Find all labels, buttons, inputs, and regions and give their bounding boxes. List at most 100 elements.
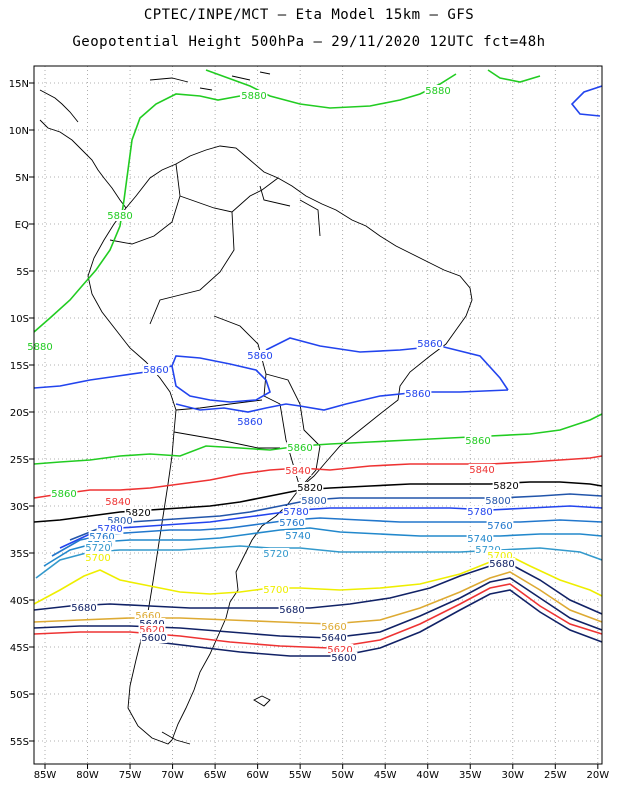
contour-label-bg [424, 85, 452, 96]
contour-label: 5840 [285, 466, 310, 477]
contour-label: 5620 [327, 645, 352, 656]
lon-tick-label: 50W [331, 770, 354, 781]
contour-label: 5800 [301, 496, 326, 507]
lon-tick-label: 65W [204, 770, 227, 781]
title-line-2: Geopotential Height 500hPa – 29/11/2020 … [72, 34, 546, 50]
contour-label: 5800 [485, 496, 510, 507]
contour-5620 [33, 583, 603, 649]
coastline-segment [299, 199, 321, 237]
lat-tick-label: 10N [9, 126, 29, 137]
contour-label-bg [330, 652, 358, 663]
contour-label: 5600 [141, 633, 166, 644]
contour-label-bg [486, 520, 514, 531]
contour-label-bg [138, 618, 166, 629]
contour-label: 5860 [287, 443, 312, 454]
contour-label-bg [284, 465, 312, 476]
lon-tick-label: 30W [501, 770, 524, 781]
contour-label: 5680 [489, 559, 514, 570]
contour-label-bg [142, 364, 170, 375]
lon-tick-label: 85W [34, 770, 57, 781]
coastline-segment [161, 731, 191, 745]
lat-tick-label: 5S [16, 267, 29, 278]
contour-5700 [33, 555, 603, 605]
title-line-1: CPTEC/INPE/MCT – Eta Model 15km – GFS [143, 7, 475, 23]
lon-tick-label: 70W [161, 770, 184, 781]
lon-tick-label: 20W [587, 770, 610, 781]
contour-label: 5600 [331, 653, 356, 664]
contour-label: 5680 [71, 603, 96, 614]
contour-label-bg [88, 531, 116, 542]
map-frame [33, 65, 603, 765]
coastlines-and-borders [39, 71, 473, 745]
height-contours [33, 69, 603, 657]
contour-label-bg [296, 482, 324, 493]
contour-label: 5860 [237, 417, 262, 428]
lat-tick-label: 25S [10, 455, 29, 466]
lat-tick-label: 10S [10, 314, 29, 325]
contour-label: 5740 [285, 531, 310, 542]
contour-5880 [487, 69, 541, 83]
contour-label-bg [286, 442, 314, 453]
contour-label: 5760 [279, 518, 304, 529]
coastline-segment [87, 207, 177, 745]
contour-5600 [139, 589, 603, 657]
contour-label-bg [486, 550, 514, 561]
contour-label-bg [466, 533, 494, 544]
lon-tick-label: 25W [544, 770, 567, 781]
lat-lon-grid [34, 66, 602, 764]
lon-tick-label: 45W [374, 770, 397, 781]
contour-label-bg [484, 495, 512, 506]
contour-label: 5620 [139, 625, 164, 636]
lat-tick-label: 40S [10, 596, 29, 607]
contour-label: 5800 [107, 516, 132, 527]
contour-label: 5700 [85, 553, 110, 564]
contour-label-bg [464, 435, 492, 446]
lat-tick-label: 45S [10, 643, 29, 654]
lon-tick-label: 80W [76, 770, 99, 781]
contour-5860 [171, 355, 271, 403]
contour-label-bg [50, 488, 78, 499]
contour-label: 5700 [263, 585, 288, 596]
contour-label: 5860 [405, 389, 430, 400]
contour-label-bg [466, 506, 494, 517]
contour-label-bg [96, 523, 124, 534]
contour-label-bg [262, 548, 290, 559]
contour-label-bg [282, 506, 310, 517]
contour-5680 [33, 563, 603, 615]
contour-label: 5880 [27, 342, 52, 353]
contour-label-bg [262, 584, 290, 595]
contour-label: 5700 [487, 551, 512, 562]
contour-label: 5860 [247, 351, 272, 362]
contour-label: 5780 [283, 507, 308, 518]
contour-label: 5880 [107, 211, 132, 222]
contour-label: 5820 [493, 481, 518, 492]
coastline-segment [125, 145, 473, 741]
contour-label: 5780 [467, 507, 492, 518]
contour-label: 5640 [321, 633, 346, 644]
lat-tick-label: 55S [10, 737, 29, 748]
contour-label: 5720 [263, 549, 288, 560]
contour-label-bg [26, 341, 54, 352]
contour-label-bg [124, 507, 152, 518]
lat-tick-label: 5N [15, 173, 29, 184]
contour-label-bg [246, 350, 274, 361]
contour-label-bg [468, 464, 496, 475]
coastline-segment [265, 373, 321, 447]
contour-label-bg [106, 515, 134, 526]
contour-label-bg [134, 610, 162, 621]
contour-label: 5720 [85, 543, 110, 554]
coastline-segment [39, 119, 127, 209]
contour-label: 5860 [51, 489, 76, 500]
contour-label: 5880 [241, 91, 266, 102]
contour-label: 5880 [425, 86, 450, 97]
coastline-segment [179, 177, 279, 213]
contour-label: 5860 [465, 436, 490, 447]
contour-label-bg [284, 530, 312, 541]
contour-label-bg [70, 602, 98, 613]
contour-label-bg [240, 90, 268, 101]
coastline-segment [259, 71, 271, 75]
coastline-segment [199, 87, 213, 91]
coastline-segment [231, 75, 251, 81]
coastline-segment [259, 185, 291, 207]
